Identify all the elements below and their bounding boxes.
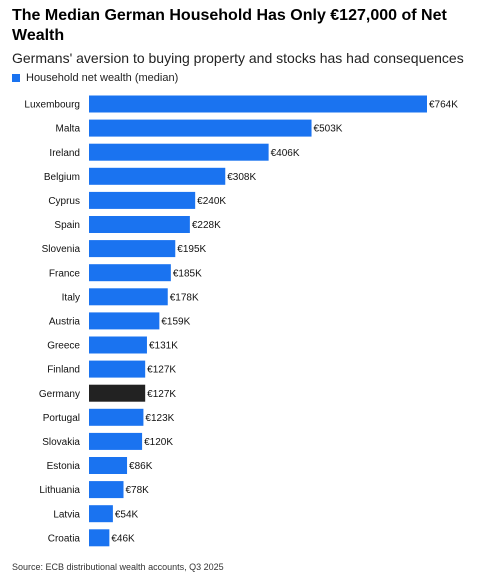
bar [89,481,124,499]
y-tick-label: Italy [62,292,80,303]
value-label: €54K [115,509,139,520]
y-tick-label: Slovenia [42,244,81,255]
chart-subtitle: Germans' aversion to buying property and… [12,50,464,66]
y-tick-label: Belgium [44,172,80,183]
value-label: €86K [129,461,153,472]
bar [89,312,160,330]
y-tick-label: Luxembourg [24,100,80,111]
bar [89,360,146,378]
bar [89,167,226,185]
value-label: €195K [177,244,206,255]
value-label: €503K [314,124,343,135]
bar [89,191,196,209]
bar [89,288,168,306]
legend: Household net wealth (median) [12,72,178,84]
y-tick-label: Latvia [53,509,80,520]
bar [89,457,128,474]
value-label: €406K [271,148,300,159]
y-tick-label: Ireland [49,148,80,159]
bar [89,384,146,402]
value-label: €240K [197,196,226,207]
bar [89,336,147,354]
y-tick-label: Malta [56,124,81,135]
value-label: €159K [161,317,190,328]
bar [89,240,176,258]
bar [89,119,312,137]
y-tick-label: Finland [47,365,80,376]
legend-swatch [12,74,20,82]
y-tick-label: Germany [39,389,80,400]
y-tick-label: Portugal [43,413,80,424]
value-label: €308K [227,172,256,183]
value-label: €131K [149,341,178,352]
y-tick-label: Cyprus [48,196,80,207]
value-label: €185K [173,268,202,279]
y-tick-label: Spain [54,220,80,231]
value-label: €228K [192,220,221,231]
y-tick-label: Austria [49,317,81,328]
bar [89,143,269,161]
y-tick-label: France [49,268,81,279]
value-label: €123K [145,413,174,424]
bar [89,529,110,547]
y-tick-label: Greece [47,341,80,352]
bar [89,264,171,282]
value-label: €178K [170,292,199,303]
bar [89,216,190,233]
value-label: €764K [429,100,458,111]
bar [89,408,144,426]
y-tick-label: Estonia [47,461,81,472]
value-label: €120K [144,437,173,448]
bar [89,95,427,113]
value-label: €46K [111,533,135,544]
y-tick-label: Lithuania [39,485,80,496]
value-label: €127K [147,365,176,376]
legend-label: Household net wealth (median) [26,72,179,84]
source: Source: ECB distributional wealth accoun… [12,562,224,572]
value-label: €78K [126,485,150,496]
y-tick-label: Croatia [48,533,81,544]
chart-title: The Median German Household Has Only €12… [12,7,447,44]
bar [89,505,113,523]
y-tick-label: Slovakia [42,437,80,448]
value-label: €127K [147,389,176,400]
bar [89,432,143,450]
